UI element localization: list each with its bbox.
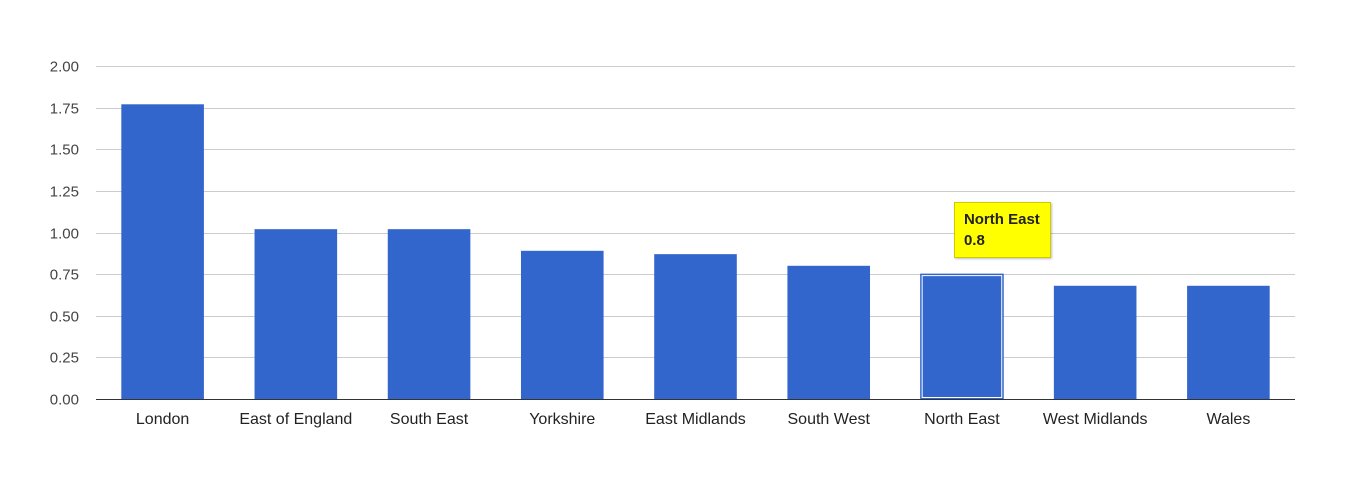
- bar-south-west[interactable]: [787, 265, 871, 399]
- tooltip-category: North East: [963, 211, 1040, 229]
- y-tick-label: 0.25: [50, 350, 79, 367]
- tooltip: North East 0.8: [953, 202, 1051, 259]
- y-axis-tick-labels: 0.00 0.25 0.50 0.75 1.00 1.25 1.50 1.75 2.00: [50, 59, 79, 409]
- y-tick-label: 0.75: [50, 267, 79, 284]
- x-category-label: South West: [788, 411, 871, 428]
- x-category-label: London: [136, 411, 189, 428]
- y-tick-label: 1.75: [50, 101, 79, 118]
- y-tick-label: 0.50: [50, 309, 79, 326]
- y-tick-label: 0.00: [50, 392, 79, 409]
- x-axis-category-labels: London East of England South East Yorkshire…: [136, 411, 1250, 428]
- y-tick-label: 1.00: [50, 226, 79, 243]
- bars: [121, 104, 1270, 400]
- x-category-label: Yorkshire: [529, 411, 595, 428]
- x-category-label: West Midlands: [1043, 411, 1148, 428]
- x-category-label: South East: [390, 411, 469, 428]
- y-tick-label: 2.00: [50, 59, 79, 76]
- bar-highlight-outline: [921, 275, 1003, 398]
- bar-south-east[interactable]: [387, 229, 471, 399]
- y-tick-label: 1.25: [50, 184, 79, 201]
- x-category-label: East of England: [239, 411, 352, 428]
- bar-east-midlands[interactable]: [654, 254, 737, 399]
- x-category-label: North East: [924, 411, 1000, 428]
- bar-north-east[interactable]: [920, 273, 1004, 400]
- bar-london[interactable]: [121, 104, 204, 400]
- bar-wales[interactable]: [1187, 285, 1270, 399]
- bar-east-of-england[interactable]: [254, 229, 338, 399]
- x-category-label: East Midlands: [645, 411, 746, 428]
- y-tick-label: 1.50: [50, 142, 79, 159]
- bar-west-midlands[interactable]: [1053, 285, 1137, 399]
- bar-yorkshire[interactable]: [520, 250, 604, 399]
- tooltip-value: 0.8: [963, 232, 985, 250]
- x-category-label: Wales: [1206, 411, 1250, 428]
